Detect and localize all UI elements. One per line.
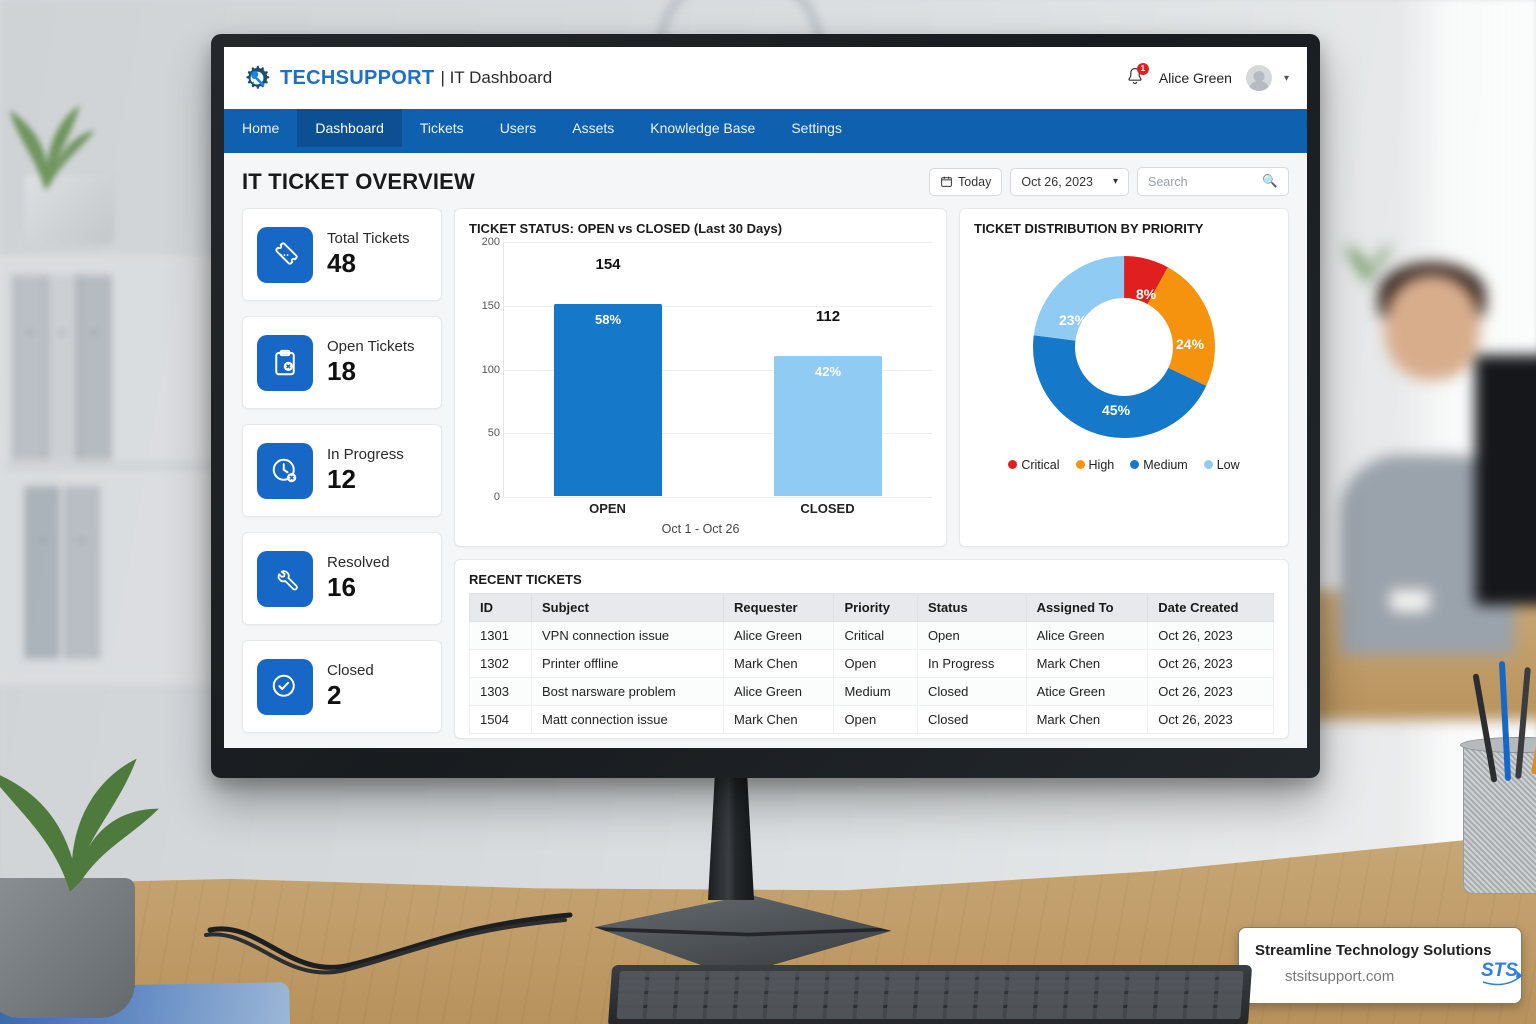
svg-text:24%: 24% (1176, 336, 1205, 352)
svg-text:8%: 8% (1136, 286, 1157, 302)
svg-text:STS: STS (1481, 960, 1518, 981)
svg-text:23%: 23% (1059, 312, 1088, 328)
svg-text:45%: 45% (1102, 402, 1131, 418)
